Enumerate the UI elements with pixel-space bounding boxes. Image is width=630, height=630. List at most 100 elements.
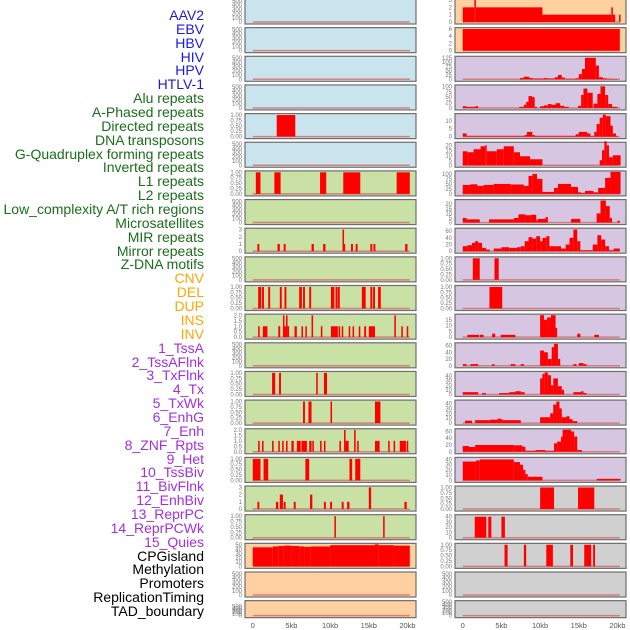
data-bar xyxy=(530,159,543,166)
data-bar xyxy=(489,286,503,309)
x-tick-label: 5kb xyxy=(285,621,297,630)
data-bar xyxy=(342,229,345,252)
data-bar xyxy=(279,286,282,309)
y-tick-label: 0.00 xyxy=(230,421,242,427)
data-bar xyxy=(612,14,616,22)
x-tick-label: 5kb xyxy=(495,621,507,630)
data-bar xyxy=(605,246,609,252)
data-bar xyxy=(284,326,287,338)
y-tick-label: 3 xyxy=(449,0,453,4)
data-bar xyxy=(546,544,553,567)
y-tick-label: 0.75 xyxy=(230,290,242,296)
y-tick-label: 30 xyxy=(445,463,452,469)
track-label: 10_TssBiv xyxy=(140,464,204,481)
y-tick-label: 100 xyxy=(232,216,243,222)
track-label: DEL xyxy=(176,284,204,301)
data-bar xyxy=(462,445,469,452)
y-tick-label: 10 xyxy=(445,416,452,422)
data-bar xyxy=(550,413,554,424)
y-tick-label: 50 xyxy=(445,69,452,75)
x-tick-label: 20kb xyxy=(609,621,625,630)
track-label: INV xyxy=(180,325,204,342)
data-bar xyxy=(303,286,305,309)
x-tick-label: 15kb xyxy=(571,621,587,630)
track-label: Z-DNA motifs xyxy=(120,256,204,273)
track-label: 11_BivFlnk xyxy=(135,478,204,495)
data-bar xyxy=(602,78,607,80)
data-bar xyxy=(594,131,597,137)
data-bar xyxy=(540,487,555,510)
data-bar xyxy=(301,326,304,338)
y-tick-label: 200 xyxy=(232,269,243,275)
data-bar xyxy=(561,417,567,424)
data-bar xyxy=(543,319,548,338)
y-tick-label: 0 xyxy=(449,364,453,370)
data-bar xyxy=(524,241,529,252)
track-panel: 0.00.51.01.52.0 xyxy=(234,428,417,456)
data-bar xyxy=(485,145,487,166)
track-label: CPGisland xyxy=(137,547,204,564)
data-bar xyxy=(581,192,585,194)
y-tick-label: 0.25 xyxy=(230,301,242,307)
data-bar xyxy=(378,545,394,567)
y-tick-label: 20 xyxy=(445,525,452,531)
data-bar xyxy=(523,185,529,194)
data-bar xyxy=(551,347,555,366)
data-bar xyxy=(593,192,599,194)
y-tick-label: 0.25 xyxy=(230,129,242,135)
track-panel: 0.000.250.500.751.00 xyxy=(230,170,417,198)
data-bar xyxy=(482,393,486,395)
data-bar xyxy=(501,247,510,252)
data-bar xyxy=(516,247,521,252)
y-tick-label: 0.00 xyxy=(440,507,452,513)
data-bar xyxy=(258,440,260,452)
data-bar xyxy=(309,440,312,452)
y-tick-label: 1.0 xyxy=(234,439,243,445)
data-bar xyxy=(373,286,375,309)
x-tick-label: 0 xyxy=(251,621,255,630)
data-bar xyxy=(330,501,333,510)
x-tick-label: 10kb xyxy=(532,621,548,630)
data-bar xyxy=(472,258,480,280)
data-bar xyxy=(593,103,598,108)
y-tick-label: 200 xyxy=(232,585,243,591)
data-bar xyxy=(406,326,409,338)
data-bar xyxy=(500,334,516,338)
y-tick-label: 0.00 xyxy=(440,564,452,570)
y-tick-label: 30 xyxy=(235,552,242,558)
y-tick-label: 6 xyxy=(449,27,453,33)
data-bar xyxy=(578,131,588,137)
track-label: ReplicationTiming xyxy=(93,589,204,606)
data-bar xyxy=(396,172,410,194)
data-bar xyxy=(467,334,479,338)
data-bar xyxy=(477,185,484,194)
data-bar xyxy=(594,334,599,338)
y-tick-label: 40 xyxy=(445,350,452,356)
data-bar xyxy=(323,243,326,252)
y-tick-label: 200 xyxy=(232,12,243,18)
y-tick-label: 100 xyxy=(232,73,243,79)
y-tick-label: 500 xyxy=(232,199,243,205)
data-bar xyxy=(578,487,595,510)
panel-background xyxy=(244,170,417,197)
y-tick-label: 1.0 xyxy=(234,324,243,330)
y-tick-label: 0 xyxy=(449,593,453,599)
data-bar xyxy=(606,78,612,80)
data-bar xyxy=(561,389,565,395)
y-tick-label: 25 xyxy=(445,73,452,79)
y-tick-label: 60 xyxy=(445,343,452,349)
y-tick-label: 1.5 xyxy=(234,433,243,439)
track-label: 14_ReprPCWk xyxy=(110,519,204,536)
y-tick-label: 0 xyxy=(239,564,243,570)
track-label: 4_Tx xyxy=(172,381,204,398)
data-bar xyxy=(587,133,591,137)
data-bar xyxy=(272,440,274,452)
data-bar xyxy=(587,92,593,108)
track-label: DUP xyxy=(174,298,204,315)
data-bar xyxy=(584,544,592,567)
data-bar xyxy=(309,286,312,309)
y-tick-label: 3 xyxy=(239,228,243,234)
y-tick-label: 0 xyxy=(239,221,243,227)
y-tick-label: 0 xyxy=(449,106,453,112)
